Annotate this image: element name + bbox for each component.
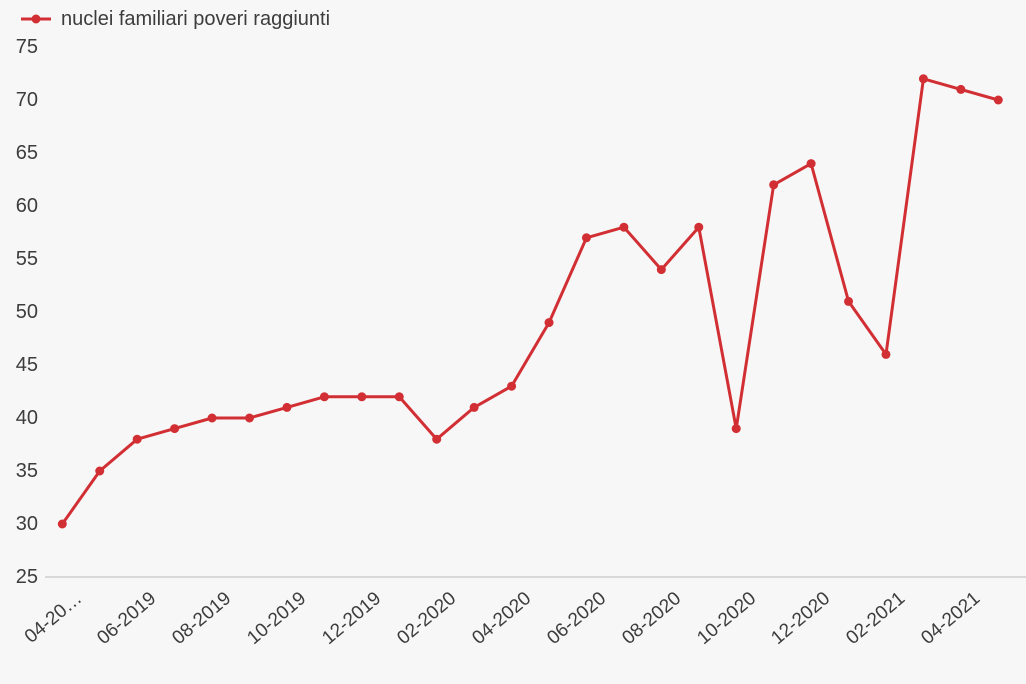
data-point-marker[interactable] — [619, 222, 629, 232]
y-axis-tick-label: 35 — [15, 460, 38, 482]
data-point-marker[interactable] — [844, 296, 854, 306]
data-point-marker[interactable] — [581, 233, 591, 243]
data-point-marker[interactable] — [544, 318, 554, 328]
y-axis-tick-label: 70 — [15, 89, 38, 111]
y-axis-tick-label: 40 — [15, 407, 38, 429]
data-point-marker[interactable] — [207, 413, 217, 423]
data-point-marker[interactable] — [170, 424, 180, 434]
data-point-marker[interactable] — [95, 466, 105, 476]
y-axis-tick-label: 45 — [15, 354, 38, 376]
data-point-marker[interactable] — [245, 413, 254, 423]
data-point-marker[interactable] — [956, 84, 966, 94]
data-point-marker[interactable] — [769, 180, 779, 190]
data-point-marker[interactable] — [806, 159, 816, 169]
data-point-marker[interactable] — [357, 392, 367, 402]
data-point-marker[interactable] — [282, 402, 292, 412]
data-point-marker[interactable] — [57, 519, 67, 529]
y-axis-tick-label: 65 — [15, 142, 38, 164]
legend-line-marker-icon — [21, 14, 51, 24]
data-point-marker[interactable] — [694, 222, 704, 232]
y-axis-tick-label: 50 — [15, 301, 38, 323]
data-point-marker[interactable] — [319, 392, 329, 402]
data-point-marker[interactable] — [918, 74, 928, 84]
y-axis-tick-label: 30 — [15, 513, 38, 535]
data-point-marker[interactable] — [394, 392, 404, 402]
y-axis-tick-label: 60 — [15, 195, 38, 217]
data-point-marker[interactable] — [731, 424, 741, 434]
data-point-marker[interactable] — [507, 381, 517, 391]
legend-series-label: nuclei familiari poveri raggiunti — [61, 8, 331, 30]
data-point-marker[interactable] — [993, 95, 1003, 105]
data-point-marker[interactable] — [469, 402, 479, 412]
data-point-marker[interactable] — [432, 434, 442, 444]
data-point-marker[interactable] — [881, 349, 891, 359]
data-point-marker[interactable] — [132, 434, 142, 444]
chart-legend-item[interactable]: nuclei familiari poveri raggiunti — [20, 6, 330, 32]
y-axis-tick-label: 25 — [15, 566, 38, 588]
y-axis-tick-label: 55 — [15, 248, 38, 270]
data-point-marker[interactable] — [656, 265, 666, 275]
series-line — [60, 77, 1000, 526]
y-axis-tick-label: 75 — [15, 36, 38, 58]
